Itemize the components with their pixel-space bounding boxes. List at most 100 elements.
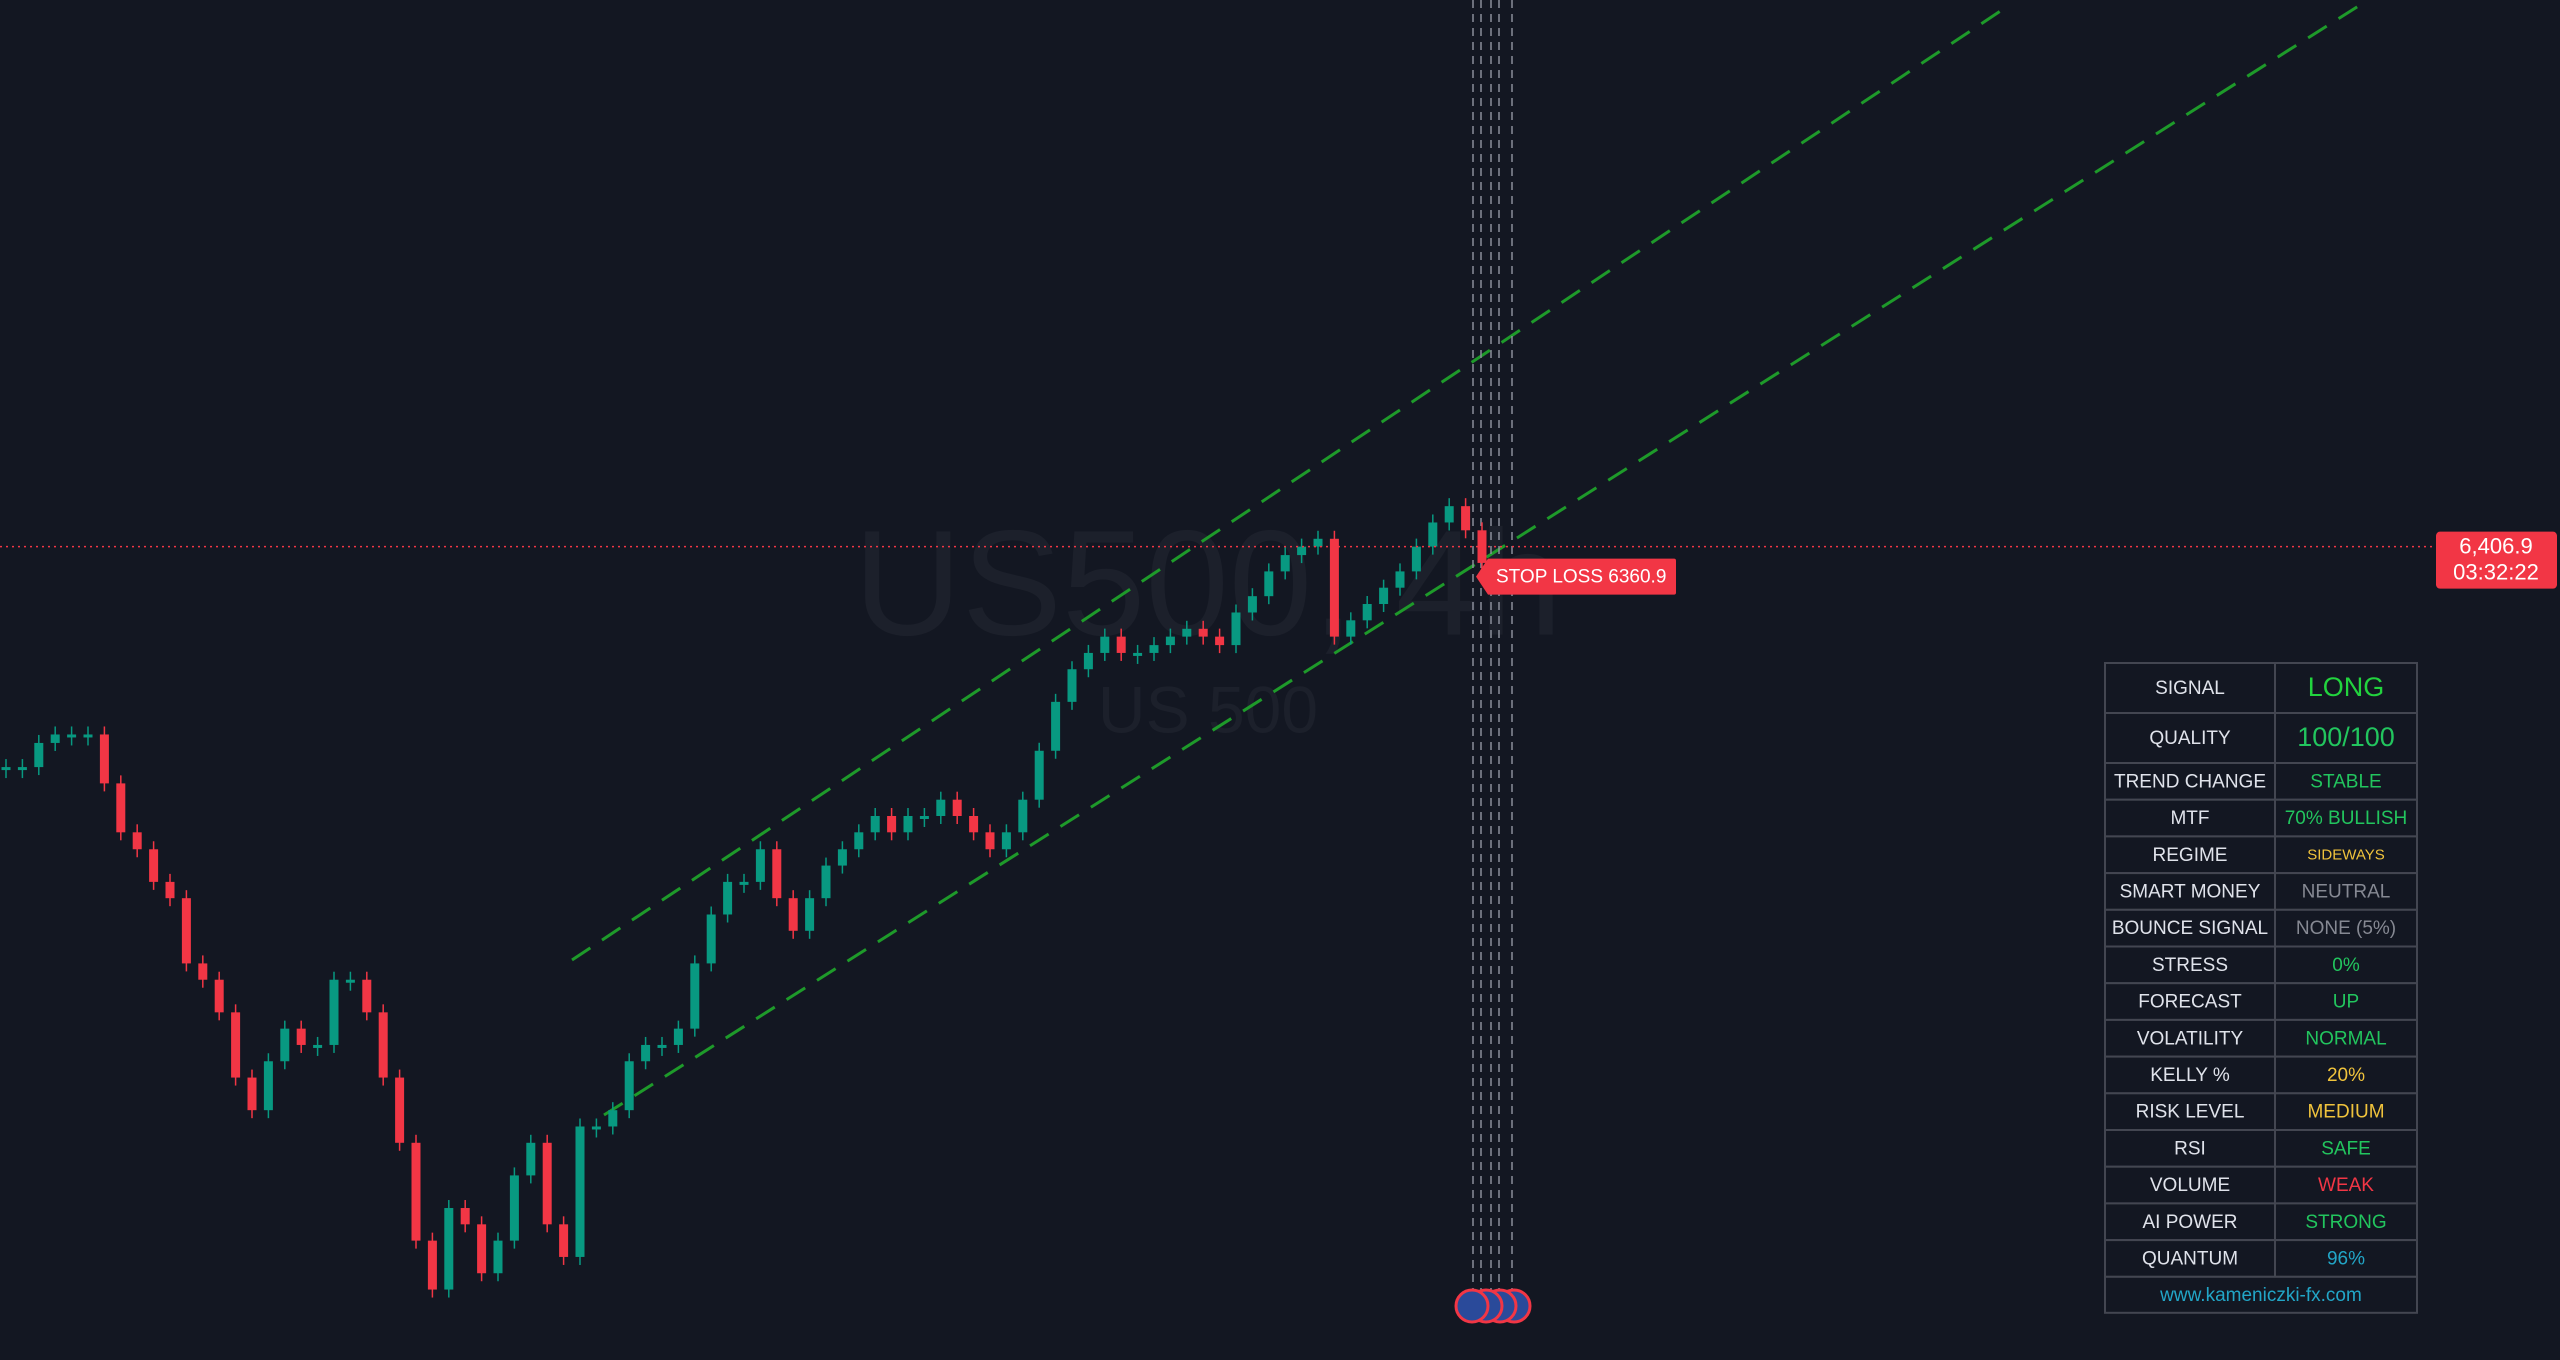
price-label: 6,406.9 xyxy=(2459,533,2532,558)
candle xyxy=(1001,832,1011,850)
panel-value: NORMAL xyxy=(2305,1028,2386,1049)
candle xyxy=(1444,506,1454,523)
panel-value: MEDIUM xyxy=(2307,1102,2384,1123)
candle xyxy=(1231,612,1241,646)
candle xyxy=(526,1142,536,1176)
panel-label: SIGNAL xyxy=(2155,678,2225,699)
candle xyxy=(542,1142,552,1225)
panel-value: 100/100 xyxy=(2297,722,2395,752)
candle xyxy=(1149,645,1159,653)
candle xyxy=(1379,587,1389,605)
candle xyxy=(477,1224,487,1274)
candle xyxy=(1362,604,1372,621)
panel-cell xyxy=(2104,662,2276,714)
candle xyxy=(1100,636,1110,653)
panel-label: AI POWER xyxy=(2142,1212,2237,1233)
panel-cell xyxy=(2104,908,2276,948)
candle xyxy=(1297,546,1307,556)
panel-value: 96% xyxy=(2327,1248,2365,1269)
panel-cell xyxy=(2274,662,2418,714)
candle xyxy=(460,1208,470,1225)
panel-cell xyxy=(2274,1092,2418,1132)
candle xyxy=(657,1044,667,1048)
candle xyxy=(493,1240,503,1274)
panel-cell xyxy=(2274,1202,2418,1242)
panel-value: 20% xyxy=(2327,1065,2365,1086)
candle xyxy=(559,1224,569,1257)
panel-cell xyxy=(2104,1239,2276,1278)
candle xyxy=(919,816,929,819)
candle xyxy=(198,963,208,980)
panel-label: MTF xyxy=(2170,808,2209,829)
candle xyxy=(969,816,979,833)
candle xyxy=(1083,652,1093,670)
candle xyxy=(165,881,175,899)
candles xyxy=(1,498,1487,1298)
panel-value: 0% xyxy=(2332,955,2360,976)
panel-cell xyxy=(2104,798,2276,838)
panel-label: FORECAST xyxy=(2138,992,2242,1013)
candle xyxy=(296,1028,306,1045)
candle xyxy=(263,1061,273,1111)
panel-label: VOLUME xyxy=(2150,1175,2230,1196)
candle xyxy=(411,1142,421,1241)
candle xyxy=(641,1044,651,1062)
candle xyxy=(1198,628,1208,637)
panel-cell xyxy=(2274,1239,2418,1278)
candle xyxy=(837,849,847,866)
panel-label: VOLATILITY xyxy=(2137,1028,2244,1049)
panel-value: STABLE xyxy=(2310,771,2381,792)
panel-value: STRONG xyxy=(2305,1212,2386,1233)
candle xyxy=(870,816,880,833)
candle xyxy=(1215,636,1225,646)
candle xyxy=(690,963,700,1029)
flag-icon[interactable] xyxy=(1454,1288,1490,1324)
panel-cell xyxy=(2274,872,2418,911)
candle xyxy=(952,799,962,816)
panel-cell xyxy=(2104,1018,2276,1058)
panel-cell xyxy=(2274,798,2418,838)
panel-footer[interactable]: www.kameniczki-fx.com xyxy=(2159,1285,2362,1306)
candle xyxy=(1247,596,1257,613)
panel-cell xyxy=(2274,1129,2418,1168)
panel-footer-cell xyxy=(2104,1275,2418,1314)
panel-cell xyxy=(2104,1055,2276,1095)
candle xyxy=(1264,571,1274,597)
candle xyxy=(608,1110,618,1127)
candle xyxy=(362,979,372,1013)
candle xyxy=(17,767,27,771)
panel-label: RSI xyxy=(2174,1138,2206,1159)
panel-value: UP xyxy=(2333,992,2359,1013)
candle xyxy=(378,1012,388,1078)
candle xyxy=(1182,628,1192,637)
panel-cell xyxy=(2274,982,2418,1021)
panel-label: TREND CHANGE xyxy=(2114,771,2266,792)
candle xyxy=(83,734,93,738)
candle xyxy=(854,832,864,850)
candle xyxy=(1428,522,1438,547)
event-flags[interactable] xyxy=(1454,1288,1532,1324)
candle xyxy=(739,881,749,885)
candle xyxy=(50,734,60,743)
candle xyxy=(67,734,77,738)
signal-panel: SIGNAL LONG QUALITY 100/100 TREND CHANGE STAB… xyxy=(2104,662,2418,1314)
candle xyxy=(1346,620,1356,637)
panel-cell xyxy=(2274,908,2418,948)
panel-label: QUANTUM xyxy=(2142,1248,2238,1269)
candle xyxy=(575,1126,585,1257)
candle xyxy=(149,849,159,882)
candle xyxy=(1395,571,1405,588)
overlay: 6,406.903:32:22 STOP LOSS 6360.9 xyxy=(0,531,2557,595)
panel-cell xyxy=(2274,835,2418,875)
panel-label: KELLY % xyxy=(2150,1065,2230,1086)
panel-value: 70% BULLISH xyxy=(2285,808,2408,829)
panel-cell xyxy=(2104,872,2276,911)
candle xyxy=(1,767,11,771)
candle xyxy=(1411,546,1421,572)
panel-value: NONE (5%) xyxy=(2296,918,2396,939)
candle xyxy=(395,1077,405,1143)
stop-loss-label: STOP LOSS 6360.9 xyxy=(1496,567,1666,588)
candle xyxy=(444,1208,454,1290)
panel-label: RISK LEVEL xyxy=(2136,1102,2245,1123)
